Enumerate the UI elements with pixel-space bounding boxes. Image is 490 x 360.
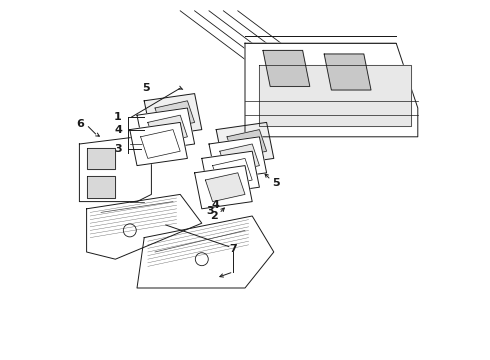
Text: 5: 5 (272, 178, 280, 188)
Polygon shape (144, 94, 202, 137)
Polygon shape (87, 176, 116, 198)
Polygon shape (202, 151, 259, 194)
Polygon shape (209, 137, 267, 180)
Text: 1: 1 (114, 112, 122, 122)
Polygon shape (263, 50, 310, 86)
Text: 3: 3 (207, 206, 215, 216)
Polygon shape (213, 158, 252, 187)
Polygon shape (130, 122, 187, 166)
Text: 6: 6 (76, 119, 84, 129)
Polygon shape (324, 54, 371, 90)
Polygon shape (137, 108, 195, 151)
Polygon shape (216, 122, 274, 166)
Polygon shape (87, 194, 202, 259)
Polygon shape (205, 173, 245, 202)
Text: 4: 4 (212, 200, 220, 210)
Polygon shape (155, 101, 195, 130)
Polygon shape (79, 137, 151, 202)
Polygon shape (259, 65, 411, 126)
Text: 3: 3 (114, 144, 122, 154)
Polygon shape (195, 166, 252, 209)
Polygon shape (220, 144, 259, 173)
Polygon shape (141, 130, 180, 158)
Polygon shape (245, 43, 418, 137)
Text: 4: 4 (114, 125, 122, 135)
Polygon shape (227, 130, 267, 158)
Polygon shape (137, 216, 274, 288)
Text: 2: 2 (210, 211, 218, 221)
Polygon shape (87, 148, 116, 169)
Polygon shape (148, 115, 187, 144)
Text: 7: 7 (230, 244, 237, 254)
Text: 5: 5 (142, 83, 149, 93)
